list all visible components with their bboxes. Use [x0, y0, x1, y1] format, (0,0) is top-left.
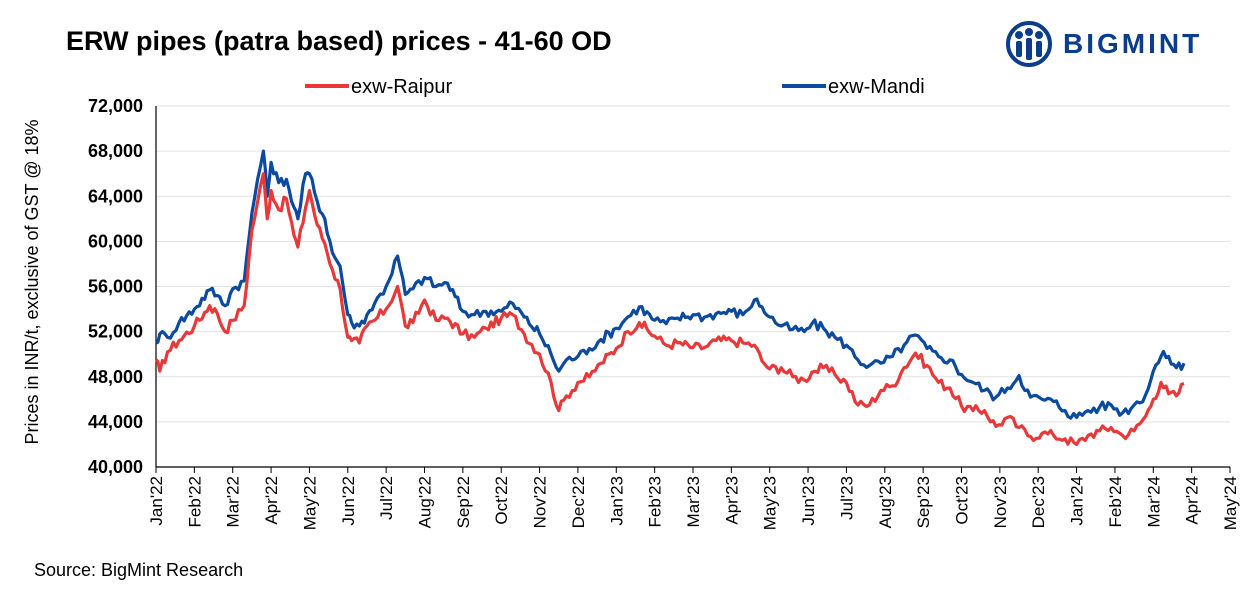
- y-tick-label: 52,000: [88, 322, 143, 342]
- x-tick-label: Feb'22: [185, 476, 204, 527]
- x-tick-label: Dec'22: [569, 476, 588, 528]
- x-tick-label: Jun'23: [799, 476, 818, 526]
- y-tick-label: 56,000: [88, 277, 143, 297]
- y-tick-labels: 40,000 44,000 48,000 52,000 56,000 60,000 64,0…: [88, 96, 143, 477]
- x-tick-label: Jan'22: [147, 476, 166, 526]
- y-tick-label: 60,000: [88, 231, 143, 251]
- x-tick-label: Jul'22: [377, 476, 396, 520]
- x-tick-label: Apr'23: [722, 476, 741, 525]
- x-tick-label: Mar'23: [684, 476, 703, 527]
- y-tick-label: 72,000: [88, 96, 143, 116]
- x-tick-label: Jul'23: [837, 476, 856, 520]
- x-tick-label: Mar'24: [1144, 476, 1163, 527]
- x-tick-label: Sep'23: [914, 476, 933, 528]
- bigmint-logo: BIGMINT: [1005, 20, 1233, 68]
- x-tick-label: May'22: [300, 476, 319, 530]
- chart-title: ERW pipes (patra based) prices - 41-60 O…: [66, 26, 612, 56]
- source-note: Source: BigMint Research: [34, 560, 244, 580]
- x-tick-label: Jan'24: [1068, 476, 1087, 526]
- legend-label: exw-Raipur: [351, 76, 452, 98]
- x-tick-label: Sep'22: [454, 476, 473, 528]
- y-tick-label: 68,000: [88, 141, 143, 161]
- bigmint-logo-text: BIGMINT: [1063, 28, 1203, 59]
- legend: exw-Raipur exw-Mandi: [305, 76, 925, 98]
- x-tick-label: Apr'22: [262, 476, 281, 525]
- x-tick-label: Nov'22: [531, 476, 550, 528]
- series-lines: [154, 149, 1186, 446]
- bigmint-logo-icon: [1006, 21, 1052, 67]
- x-tick-label: Jan'23: [607, 476, 626, 526]
- x-tick-label: Aug'22: [416, 476, 435, 528]
- x-tick-label: Nov'23: [991, 476, 1010, 528]
- y-tick-label: 48,000: [88, 367, 143, 387]
- x-tick-label: Feb'23: [646, 476, 665, 527]
- x-tick-label: Jun'22: [339, 476, 358, 526]
- x-tick-label: May'23: [761, 476, 780, 530]
- legend-label: exw-Mandi: [828, 76, 925, 98]
- gridlines: [156, 105, 1230, 423]
- x-tick-label: Oct'23: [953, 476, 972, 525]
- x-tick-label: May'24: [1221, 476, 1240, 530]
- y-tick-label: 40,000: [88, 457, 143, 477]
- x-tick-label: Oct'22: [492, 476, 511, 525]
- x-tick-labels: Jan'22 Feb'22 Mar'22 Apr'22 May'22 Jun'22 Jul'…: [147, 467, 1240, 530]
- series-line-exw-Raipur: [154, 172, 1185, 446]
- x-tick-label: Apr'24: [1183, 476, 1202, 525]
- x-tick-label: Mar'22: [224, 476, 243, 527]
- y-axis-label: Prices in INR/t, exclusive of GST @ 18%: [22, 119, 42, 444]
- y-tick-label: 44,000: [88, 412, 143, 432]
- series-line-exw-Mandi: [155, 149, 1186, 420]
- x-tick-label: Dec'23: [1029, 476, 1048, 528]
- x-tick-label: Aug'23: [876, 476, 895, 528]
- x-tick-label: Feb'24: [1106, 476, 1125, 527]
- y-tick-label: 64,000: [88, 186, 143, 206]
